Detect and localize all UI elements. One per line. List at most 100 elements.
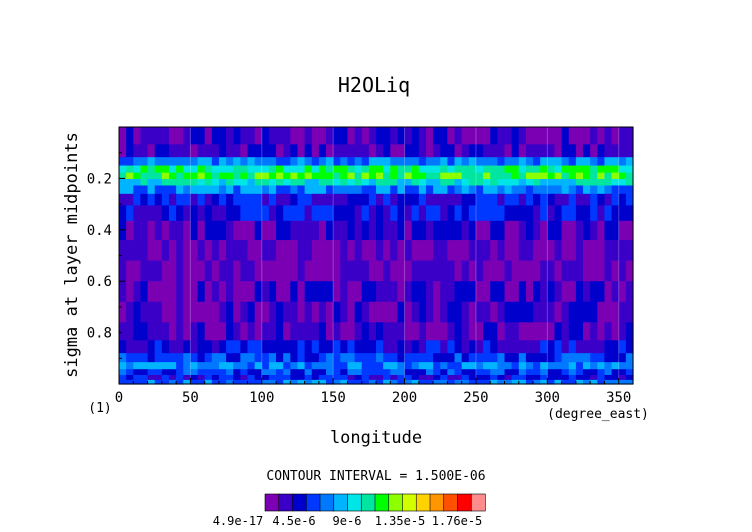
heat-cell: [147, 205, 156, 222]
heat-cell: [518, 179, 527, 187]
heat-cell: [425, 127, 434, 145]
heat-cell: [511, 157, 520, 167]
heat-cell: [425, 260, 434, 282]
heat-cell: [625, 369, 634, 376]
heat-cell: [147, 322, 156, 341]
heat-cell: [211, 362, 220, 370]
heat-cell: [568, 379, 577, 385]
heat-cell: [318, 369, 327, 376]
heat-cell: [147, 260, 156, 282]
heat-cell: [418, 379, 427, 385]
heat-cell: [383, 172, 391, 180]
heat-cell: [126, 179, 134, 187]
heat-cell: [611, 220, 620, 241]
heat-cell: [204, 375, 213, 381]
heat-cell: [347, 157, 356, 167]
heat-cell: [247, 362, 256, 370]
heat-cell: [397, 165, 406, 174]
heat-cell: [276, 375, 284, 381]
heat-cell: [540, 144, 548, 158]
heat-cell: [511, 144, 520, 158]
heat-cell: [354, 193, 363, 206]
heat-cell: [126, 375, 134, 381]
heat-cell: [611, 205, 620, 222]
heat-cell: [597, 157, 606, 167]
heat-cell: [440, 205, 448, 222]
heat-cell: [568, 157, 577, 167]
heat-cell: [590, 375, 598, 381]
heat-cell: [290, 260, 299, 282]
heat-cell: [240, 172, 249, 180]
colorbar-swatch: [374, 493, 390, 512]
heat-cell: [333, 340, 341, 354]
heat-cell: [290, 193, 299, 206]
heat-cell: [454, 220, 463, 241]
heat-cell: [418, 127, 427, 145]
heat-cell: [226, 362, 234, 370]
heat-cell: [183, 144, 191, 158]
heat-cell: [433, 260, 441, 282]
heat-cell: [204, 127, 213, 145]
heat-cell: [583, 340, 591, 354]
heat-cell: [197, 185, 206, 195]
heat-cell: [604, 375, 613, 381]
heat-cell: [218, 353, 227, 363]
heat-cell: [290, 301, 299, 323]
heat-cell: [218, 193, 227, 206]
heat-cell: [311, 369, 320, 376]
heat-cell: [583, 379, 591, 385]
heat-cell: [318, 165, 327, 174]
heat-cell: [611, 353, 620, 363]
heat-cell: [140, 281, 149, 303]
heat-cell: [168, 179, 177, 187]
heat-cell: [583, 165, 591, 174]
heat-cell: [604, 144, 613, 158]
heat-cell: [368, 379, 377, 385]
heat-cell: [126, 353, 134, 363]
heat-cell: [497, 144, 506, 158]
heat-cell: [147, 353, 156, 363]
heat-cell: [354, 144, 363, 158]
heat-cell: [461, 240, 470, 262]
heat-cell: [311, 240, 320, 262]
heat-cell: [404, 353, 413, 363]
heat-cell: [468, 375, 477, 381]
heat-cell: [575, 353, 584, 363]
heat-cell: [190, 281, 199, 303]
heat-cell: [297, 157, 306, 167]
heat-cell: [597, 362, 606, 370]
heat-cell: [440, 353, 448, 363]
heat-cell: [276, 172, 284, 180]
heat-cell: [268, 165, 277, 174]
heat-cell: [147, 193, 156, 206]
heat-cell: [119, 193, 127, 206]
heat-cell: [411, 144, 420, 158]
heat-cell: [511, 340, 520, 354]
heat-cell: [204, 353, 213, 363]
heat-cell: [361, 301, 370, 323]
heat-cell: [433, 281, 441, 303]
heat-cell: [119, 127, 127, 145]
heat-cell: [390, 193, 399, 206]
heat-cell: [354, 220, 363, 241]
heat-cell: [504, 157, 513, 167]
heat-cell: [368, 165, 377, 174]
heat-cell: [190, 165, 199, 174]
heat-cell: [447, 353, 456, 363]
heat-cell: [625, 172, 634, 180]
heat-cell: [183, 179, 191, 187]
heat-cell: [133, 362, 142, 370]
heat-cell: [425, 165, 434, 174]
heat-cell: [283, 379, 291, 385]
heat-cell: [326, 172, 334, 180]
heat-cell: [276, 157, 284, 167]
heat-cell: [504, 260, 513, 282]
heat-cell: [547, 193, 556, 206]
heat-cell: [119, 179, 127, 187]
heat-cell: [240, 157, 249, 167]
heat-cell: [618, 322, 627, 341]
heat-cell: [468, 353, 477, 363]
heat-cell: [347, 193, 356, 206]
heat-cell: [318, 179, 327, 187]
heat-cell: [290, 353, 299, 363]
